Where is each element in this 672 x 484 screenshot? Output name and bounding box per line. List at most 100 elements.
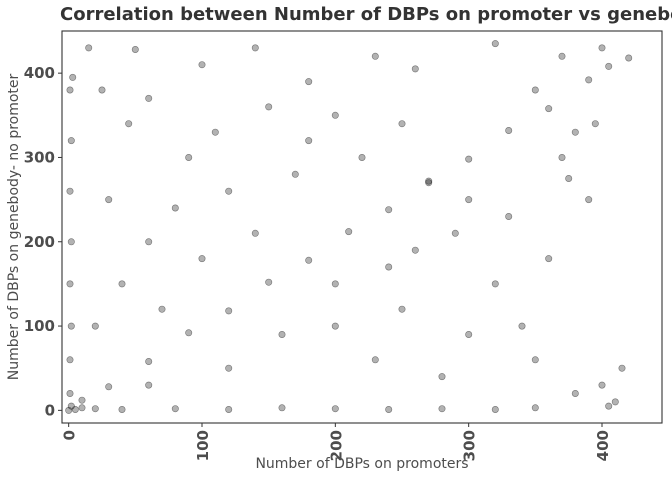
x-tick-label: 100 [194, 430, 212, 461]
data-point [371, 52, 379, 60]
data-point [598, 44, 606, 52]
data-point [171, 405, 179, 413]
data-point [251, 44, 259, 52]
data-point [371, 356, 379, 364]
data-point [611, 398, 619, 406]
data-point [305, 137, 313, 145]
data-point [67, 402, 75, 410]
data-point [105, 196, 113, 204]
data-point [625, 54, 633, 62]
data-point [605, 62, 613, 70]
y-axis-title: Number of DBPs on genebody- no promoter [6, 73, 22, 380]
data-point [465, 196, 473, 204]
data-point [145, 357, 153, 365]
data-point [358, 154, 366, 162]
data-point [545, 255, 553, 263]
data-point [69, 73, 77, 81]
data-point [118, 280, 126, 288]
data-point [125, 120, 133, 128]
data-point [67, 238, 75, 246]
x-tick-label: 300 [461, 430, 479, 461]
data-point [225, 187, 233, 195]
data-point [558, 154, 566, 162]
data-point [198, 61, 206, 69]
data-point [585, 76, 593, 84]
x-axis-title: Number of DBPs on promoters [255, 456, 468, 472]
y-axis: 0 100 200 300 400 [24, 64, 62, 419]
data-point [571, 128, 579, 136]
chart-title: Correlation between Number of DBPs on pr… [60, 4, 672, 25]
data-point [451, 229, 459, 237]
y-tick-label: 100 [24, 317, 55, 335]
data-point [465, 330, 473, 338]
data-point [505, 127, 513, 135]
data-point [598, 381, 606, 389]
data-point [605, 402, 613, 410]
data-point [425, 177, 433, 185]
data-point [66, 86, 74, 94]
data-point [438, 405, 446, 413]
data-point [158, 305, 166, 313]
data-point [565, 175, 573, 183]
data-point [531, 356, 539, 364]
data-point [491, 405, 499, 413]
data-point [305, 256, 313, 264]
data-point [198, 255, 206, 263]
data-point [265, 278, 273, 286]
data-point [67, 322, 75, 330]
data-point [305, 78, 313, 86]
data-point [91, 405, 99, 413]
data-point [65, 406, 73, 414]
data-point [278, 330, 286, 338]
data-point [145, 94, 153, 102]
data-point [118, 405, 126, 413]
data-point [251, 229, 259, 237]
data-point [465, 155, 473, 163]
x-tick-label: 200 [327, 430, 345, 461]
points-layer [65, 40, 633, 414]
data-point [67, 137, 75, 145]
x-tick-label: 0 [61, 430, 79, 440]
x-tick-label: 400 [594, 430, 612, 461]
data-point [438, 373, 446, 381]
data-point [225, 405, 233, 413]
data-point [545, 105, 553, 113]
data-point [98, 86, 106, 94]
data-point [385, 263, 393, 271]
data-point [385, 206, 393, 214]
data-point [585, 196, 593, 204]
data-point [66, 356, 74, 364]
data-point [345, 228, 353, 236]
data-point [331, 322, 339, 330]
data-point [291, 170, 299, 178]
data-point [66, 280, 74, 288]
data-point [66, 187, 74, 195]
data-point [618, 364, 626, 372]
data-point [425, 179, 433, 187]
data-point [398, 120, 406, 128]
data-point [385, 405, 393, 413]
data-point [591, 120, 599, 128]
data-point [531, 404, 539, 412]
data-point [105, 383, 113, 391]
y-tick-label: 0 [45, 401, 55, 419]
data-point [331, 111, 339, 119]
data-point [265, 103, 273, 111]
data-point [225, 307, 233, 315]
data-point [411, 65, 419, 73]
data-point [518, 322, 526, 330]
data-point [66, 389, 74, 397]
data-point [491, 280, 499, 288]
data-point [531, 86, 539, 94]
data-point [145, 381, 153, 389]
data-point [225, 364, 233, 372]
x-axis: 0 100 200 300 400 [61, 423, 612, 461]
data-point [91, 322, 99, 330]
data-point [331, 280, 339, 288]
data-point [505, 213, 513, 221]
data-point [171, 204, 179, 212]
data-point [71, 405, 79, 413]
data-point [491, 40, 499, 48]
